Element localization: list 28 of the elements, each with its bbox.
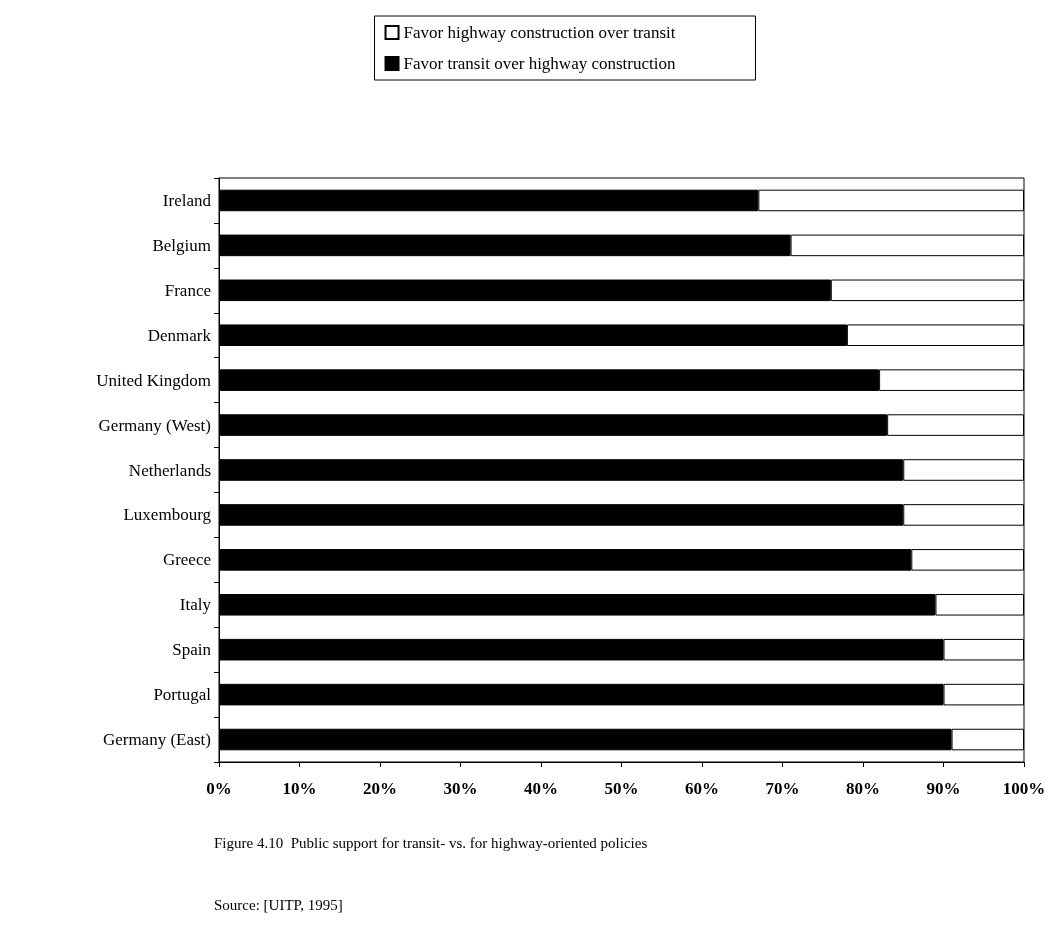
- y-tick-label: Portugal: [153, 685, 212, 705]
- y-tick-label: Ireland: [162, 190, 212, 210]
- y-tick-label: Italy: [179, 595, 212, 615]
- x-tick-label: 0%: [206, 779, 232, 798]
- y-tick-label: Belgium: [152, 235, 211, 255]
- y-tick-label: Luxembourg: [123, 505, 212, 525]
- x-tick-label: 60%: [685, 779, 719, 798]
- x-tick-label: 70%: [765, 779, 800, 798]
- y-tick-label: Spain: [172, 640, 212, 660]
- x-tick-label: 30%: [443, 779, 478, 798]
- x-tick-label: 20%: [363, 779, 397, 798]
- y-tick-label: France: [164, 280, 211, 300]
- caption: Figure 4.10 Public support for transit- vs. for highway-oriented policies: [214, 834, 648, 851]
- x-tick-label: 10%: [282, 779, 317, 798]
- x-tick-label: 90%: [926, 779, 961, 798]
- legend-label: Favor transit over highway construction: [403, 54, 676, 73]
- x-tick-label: 50%: [604, 779, 639, 798]
- y-tick-label: Germany (East): [102, 730, 211, 750]
- y-tick-label: Denmark: [147, 325, 212, 345]
- source-note: Source: [UITP, 1995]: [214, 896, 343, 913]
- y-tick-label: Greece: [162, 550, 211, 570]
- y-tick-label: Germany (West): [98, 415, 211, 435]
- x-tick-label: 40%: [524, 779, 558, 798]
- y-tick-label: Netherlands: [128, 460, 211, 480]
- x-tick-label: 100%: [1002, 779, 1046, 798]
- y-tick-label: United Kingdom: [96, 370, 211, 390]
- x-tick-label: 80%: [846, 779, 880, 798]
- legend-label: Favor highway construction over transit: [403, 23, 676, 42]
